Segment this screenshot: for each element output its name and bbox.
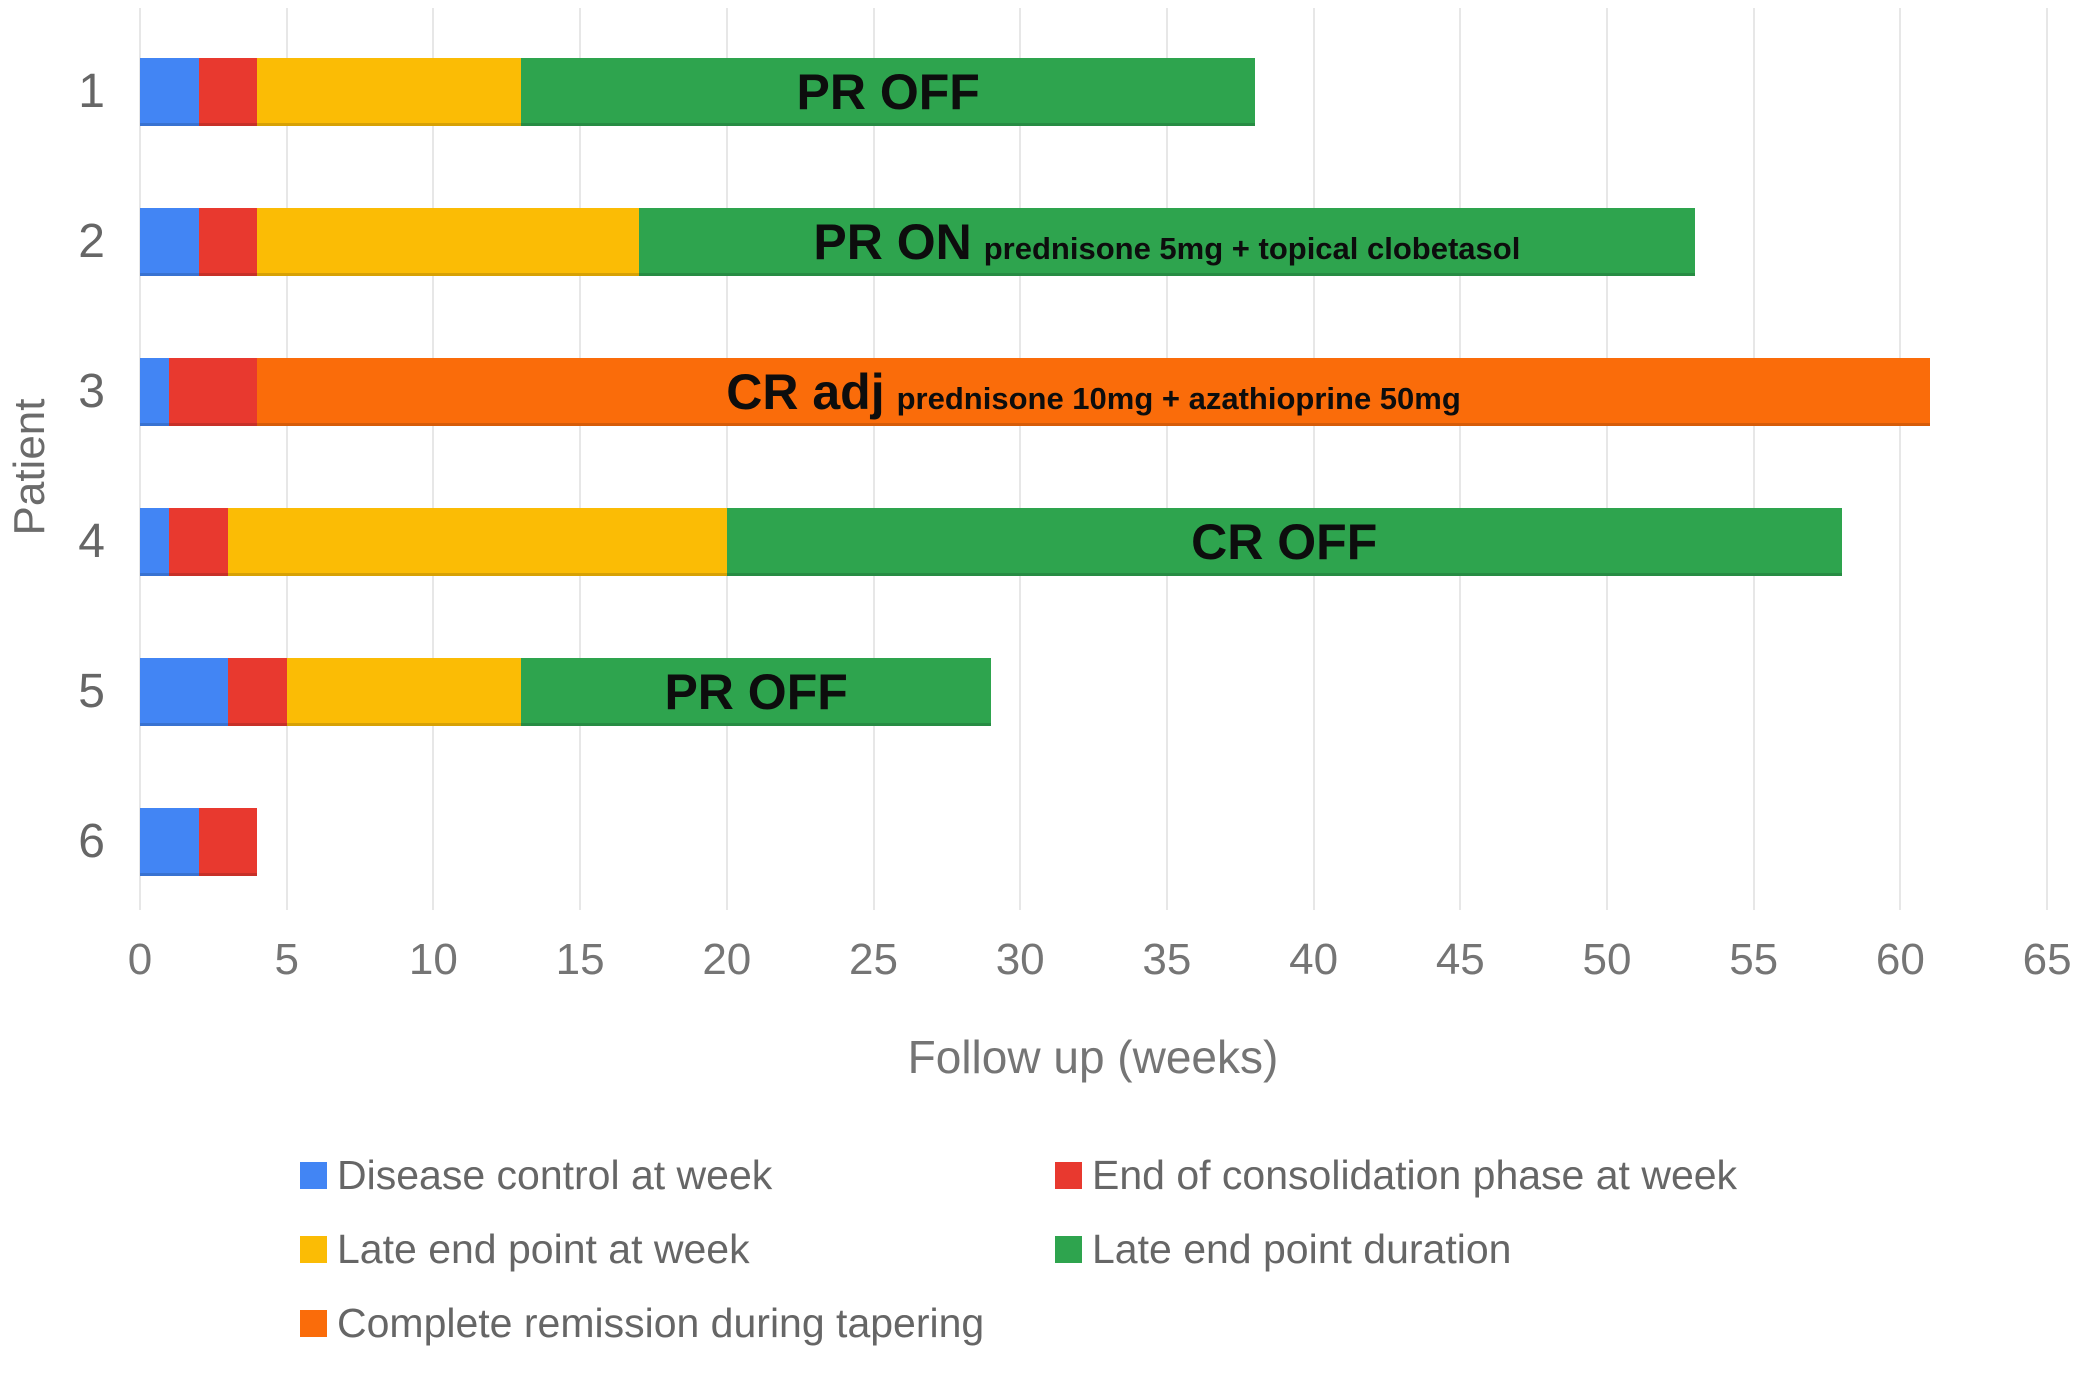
bar-annotation-patient-1: PR OFF bbox=[521, 58, 1255, 126]
bar-patient-1: PR OFF bbox=[140, 58, 1255, 126]
bar-annotation-main: PR OFF bbox=[796, 64, 980, 120]
x-tick-0: 0 bbox=[127, 935, 153, 984]
x-tick-20: 20 bbox=[702, 935, 752, 984]
bar-annotation-main: CR OFF bbox=[1191, 514, 1378, 570]
segment-late-end-point-duration-patient-5: PR OFF bbox=[521, 658, 991, 726]
legend-label: Late end point at week bbox=[337, 1226, 750, 1272]
patient-label-3: 3 bbox=[78, 365, 105, 418]
x-tick-25: 25 bbox=[849, 935, 898, 984]
segment-end-of-consolidation-phase-at-week-patient-3 bbox=[169, 358, 258, 426]
legend-label: Complete remission during tapering bbox=[337, 1300, 985, 1346]
x-tick-30: 30 bbox=[995, 935, 1045, 984]
segment-end-of-consolidation-phase-at-week-patient-4 bbox=[169, 508, 228, 576]
segment-end-of-consolidation-phase-at-week-patient-2 bbox=[198, 208, 258, 276]
bar-annotation-patient-3: CR adj prednisone 10mg + azathioprine 50m… bbox=[257, 358, 1929, 426]
segment-disease-control-at-week-patient-2 bbox=[140, 208, 199, 276]
x-tick-10: 10 bbox=[408, 935, 458, 984]
bar-annotation-sub: prednisone 10mg + azathioprine 50mg bbox=[896, 381, 1461, 416]
segment-disease-control-at-week-patient-1 bbox=[140, 58, 199, 126]
bar-patient-4: CR OFF bbox=[140, 508, 1842, 576]
bar-annotation-main: PR OFF bbox=[664, 664, 848, 720]
x-tick-40: 40 bbox=[1289, 935, 1339, 984]
bar-annotation-patient-5: PR OFF bbox=[521, 658, 990, 726]
bar-annotation-patient-4: CR OFF bbox=[727, 508, 1842, 576]
legend-item-complete-remission-during-tapering: Complete remission during tapering bbox=[300, 1300, 1055, 1347]
gridline-week-60 bbox=[1899, 8, 1902, 910]
x-tick-15: 15 bbox=[555, 935, 605, 984]
bar-patient-5: PR OFF bbox=[140, 658, 991, 726]
segment-end-of-consolidation-phase-at-week-patient-6 bbox=[198, 808, 258, 876]
bar-patient-6 bbox=[140, 808, 258, 876]
gridline-week-65 bbox=[2046, 8, 2049, 910]
segment-late-end-point-duration-patient-4: CR OFF bbox=[726, 508, 1842, 576]
patient-label-4: 4 bbox=[78, 515, 105, 568]
bar-patient-2: PR ON prednisone 5mg + topical clobetasol bbox=[140, 208, 1695, 276]
gridline-week-30 bbox=[1019, 8, 1022, 910]
x-tick-45: 45 bbox=[1435, 935, 1485, 984]
patient-label-1: 1 bbox=[78, 65, 105, 118]
patient-label-5: 5 bbox=[78, 665, 105, 718]
gridline-week-50 bbox=[1606, 8, 1608, 910]
bar-annotation-patient-2: PR ON prednisone 5mg + topical clobetasol bbox=[639, 208, 1695, 276]
legend-swatch-icon bbox=[300, 1162, 327, 1189]
segment-disease-control-at-week-patient-4 bbox=[140, 508, 170, 576]
legend-swatch-icon bbox=[300, 1236, 327, 1263]
gridline-week-20 bbox=[725, 8, 728, 910]
segment-late-end-point-duration-patient-1: PR OFF bbox=[521, 58, 1255, 126]
gridline-week-55 bbox=[1752, 8, 1755, 910]
legend-swatch-icon bbox=[1055, 1236, 1082, 1263]
legend-label: Disease control at week bbox=[337, 1152, 773, 1198]
x-tick-5: 5 bbox=[274, 935, 299, 984]
x-tick-60: 60 bbox=[1875, 935, 1925, 984]
gridline-week-5 bbox=[285, 8, 288, 910]
x-tick-65: 65 bbox=[2022, 935, 2072, 984]
patient-label-2: 2 bbox=[78, 215, 105, 268]
segment-disease-control-at-week-patient-6 bbox=[140, 808, 199, 876]
gridline-week-0 bbox=[139, 8, 141, 910]
segment-complete-remission-during-tapering-patient-3: CR adj prednisone 10mg + azathioprine 50m… bbox=[257, 358, 1930, 426]
legend-label: End of consolidation phase at week bbox=[1092, 1152, 1738, 1198]
gridline-week-35 bbox=[1165, 8, 1168, 910]
gridline-week-10 bbox=[432, 8, 435, 910]
segment-end-of-consolidation-phase-at-week-patient-5 bbox=[228, 658, 287, 726]
segment-late-end-point-at-week-patient-1 bbox=[257, 58, 522, 126]
patient-label-6: 6 bbox=[78, 815, 105, 868]
segment-late-end-point-at-week-patient-2 bbox=[257, 208, 639, 276]
gridline-week-15 bbox=[579, 8, 582, 910]
legend: Disease control at week End of consolidat… bbox=[300, 1152, 1737, 1347]
legend-item-late-end-point-at-week: Late end point at week bbox=[300, 1226, 1055, 1273]
plot-area: PR OFF PR ON prednisone 5mg + topical clob… bbox=[139, 8, 2090, 910]
legend-item-end-of-consolidation-phase-at-week: End of consolidation phase at week bbox=[1055, 1152, 1737, 1199]
segment-disease-control-at-week-patient-5 bbox=[140, 658, 229, 726]
legend-swatch-icon bbox=[300, 1310, 327, 1337]
bar-patient-3: CR adj prednisone 10mg + azathioprine 50m… bbox=[140, 358, 1930, 426]
legend-item-disease-control-at-week: Disease control at week bbox=[300, 1152, 1055, 1199]
gridline-week-40 bbox=[1312, 8, 1315, 910]
segment-late-end-point-duration-patient-2: PR ON prednisone 5mg + topical clobetasol bbox=[638, 208, 1695, 276]
x-axis-title: Follow up (weeks) bbox=[907, 1031, 1279, 1083]
gridline-week-25 bbox=[872, 8, 875, 910]
segment-late-end-point-at-week-patient-4 bbox=[228, 508, 727, 576]
bar-annotation-main: PR ON bbox=[813, 214, 972, 270]
segment-disease-control-at-week-patient-3 bbox=[140, 358, 170, 426]
x-tick-55: 55 bbox=[1729, 935, 1779, 984]
legend-label: Late end point duration bbox=[1092, 1226, 1512, 1272]
x-tick-35: 35 bbox=[1142, 935, 1192, 984]
gridline-week-45 bbox=[1459, 8, 1462, 910]
legend-swatch-icon bbox=[1055, 1162, 1082, 1189]
bar-annotation-sub: prednisone 5mg + topical clobetasol bbox=[983, 231, 1521, 266]
legend-item-late-end-point-duration: Late end point duration bbox=[1055, 1226, 1737, 1273]
segment-end-of-consolidation-phase-at-week-patient-1 bbox=[198, 58, 258, 126]
x-tick-50: 50 bbox=[1582, 935, 1632, 984]
segment-late-end-point-at-week-patient-5 bbox=[286, 658, 522, 726]
bar-annotation-main: CR adj bbox=[726, 364, 885, 420]
